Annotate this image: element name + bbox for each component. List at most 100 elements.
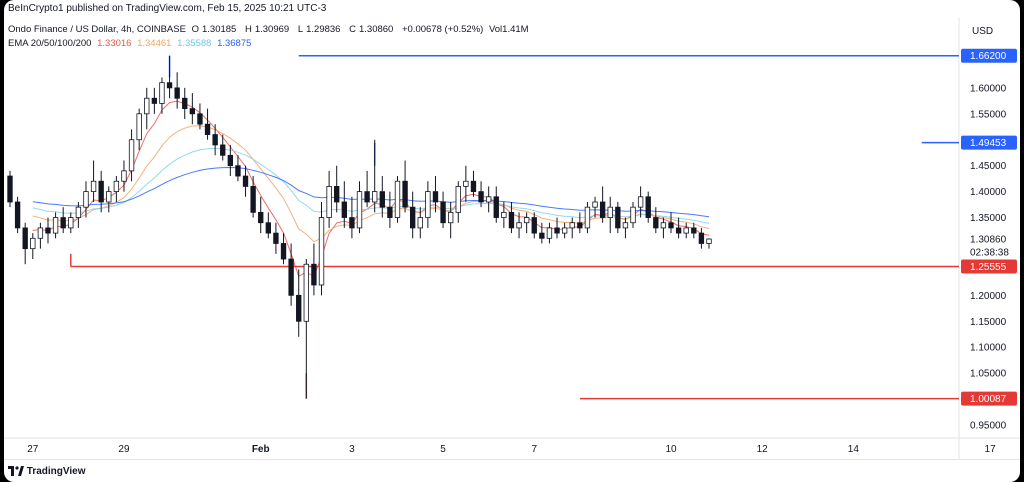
candlestick-chart[interactable]: 1.600001.550001.500001.450001.400001.350…	[4, 18, 1020, 459]
candle-body	[166, 82, 173, 89]
candle-body	[212, 134, 218, 146]
candle-body	[668, 222, 674, 229]
candle-body	[30, 237, 36, 250]
candle-body	[402, 180, 408, 208]
candle-body	[334, 186, 340, 203]
candle-body	[106, 191, 112, 203]
y-tick-label: 1.60000	[970, 83, 1007, 94]
candle-body	[7, 175, 13, 203]
y-tick-label: 1.20000	[970, 291, 1007, 302]
symbol-legend: Ondo Finance / US Dollar, 4h, COINBASE O…	[8, 24, 532, 35]
candle-body	[660, 222, 667, 229]
candle-body	[197, 113, 203, 125]
ohlc-low: L 1.29836	[297, 24, 341, 35]
candle-body	[258, 211, 264, 224]
y-tick-label: 1.05000	[970, 369, 1007, 380]
candle-body	[349, 217, 355, 229]
candle-body	[296, 294, 302, 322]
y-tick-label: 0.95000	[970, 421, 1007, 432]
ema-line	[32, 147, 710, 224]
candle-body	[607, 206, 613, 218]
candle-body	[615, 206, 621, 229]
candle-body	[372, 191, 378, 203]
candle-body	[379, 191, 385, 208]
y-tick-label: 1.15000	[970, 317, 1007, 328]
x-tick-label: 3	[349, 444, 355, 455]
ema-title[interactable]: EMA 20/50/100/200	[8, 38, 92, 49]
price-label-box	[961, 48, 1017, 63]
candle-body	[432, 191, 439, 203]
ema-line	[32, 125, 710, 243]
candle-body	[592, 201, 598, 208]
candle-body	[326, 186, 332, 218]
ohlc-close: C 1.30860	[349, 24, 394, 35]
candle-body	[539, 232, 545, 239]
ema-100-value: 1.35588	[177, 38, 212, 49]
candle-body	[706, 238, 712, 244]
price-label-box	[961, 259, 1017, 274]
candle-body	[417, 217, 423, 229]
price-label: 1.30860	[970, 235, 1007, 246]
candle-body	[675, 227, 682, 234]
candle-body	[440, 201, 446, 224]
candle-body	[151, 97, 158, 104]
y-tick-label: 1.10000	[970, 343, 1007, 354]
candle-body	[182, 97, 188, 110]
price-label: 02:38:38	[970, 248, 1009, 259]
candle-body	[341, 201, 347, 218]
footer-divider	[4, 459, 1020, 460]
candle-body	[364, 191, 370, 203]
symbol-title[interactable]: Ondo Finance / US Dollar, 4h, COINBASE	[8, 24, 186, 35]
ohlc-change: +0.00678 (+0.52%)	[401, 24, 484, 35]
candle-body	[410, 206, 416, 229]
candle-body	[577, 222, 583, 229]
x-tick-label: Feb	[252, 444, 270, 455]
candle-body	[501, 211, 507, 218]
ema-legend: EMA 20/50/100/200 1.33016 1.34461 1.3558…	[8, 38, 254, 49]
candle-body	[478, 191, 484, 203]
candle-body	[45, 227, 51, 234]
y-tick-label: 1.40000	[970, 187, 1007, 198]
candle-body	[60, 217, 66, 229]
candle-body	[645, 196, 651, 218]
x-tick-label: 5	[440, 444, 446, 455]
candle-body	[455, 186, 461, 213]
candle-body	[569, 222, 575, 229]
candle-body	[485, 196, 492, 203]
candle-body	[220, 144, 226, 156]
x-tick-label: 17	[985, 444, 997, 455]
candle-body	[356, 191, 363, 229]
tradingview-logo-icon	[8, 466, 24, 477]
ema-200-value: 1.36875	[217, 38, 252, 49]
price-label-box	[961, 391, 1017, 406]
candle-body	[584, 206, 591, 229]
tradingview-logo[interactable]: TradingView	[8, 466, 86, 477]
x-tick-label: 10	[665, 444, 677, 455]
published-caption: BeInCrypto1 published on TradingView.com…	[8, 3, 327, 14]
y-tick-label: 1.35000	[970, 213, 1007, 224]
currency-label: USD	[972, 26, 994, 37]
candle-body	[318, 217, 325, 286]
candle-body	[630, 206, 636, 224]
ema-20-value: 1.33016	[97, 38, 132, 49]
y-tick-label: 1.45000	[970, 161, 1007, 172]
footer: TradingView	[4, 462, 1020, 482]
candle-body	[447, 211, 454, 224]
candle-body	[52, 217, 59, 234]
candle-body	[691, 227, 697, 234]
ema-line	[32, 100, 710, 278]
x-tick-label: 14	[848, 444, 860, 455]
candle-body	[554, 227, 560, 234]
candle-body	[144, 97, 150, 115]
candle-body	[622, 222, 629, 229]
price-label: 1.49453	[970, 138, 1007, 149]
candle-body	[98, 180, 104, 203]
candle-body	[493, 196, 499, 218]
volume-value: Vol1.41M	[488, 24, 529, 35]
candle-body	[265, 222, 272, 234]
candle-body	[37, 227, 44, 239]
y-tick-label: 1.55000	[970, 109, 1007, 120]
price-label: 1.66200	[970, 51, 1007, 62]
chart-frame: BeInCrypto1 published on TradingView.com…	[4, 0, 1020, 482]
candle-body	[311, 263, 317, 286]
